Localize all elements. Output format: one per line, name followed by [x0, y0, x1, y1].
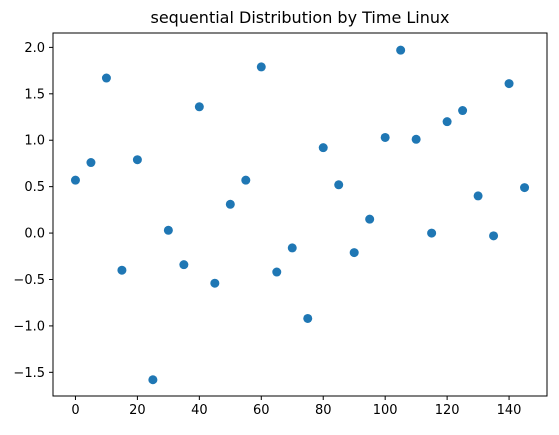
data-point: [117, 265, 127, 275]
x-tick-label: 100: [373, 403, 398, 418]
data-point: [427, 228, 437, 238]
data-point: [101, 73, 111, 83]
y-tick-label: −1.0: [13, 319, 45, 334]
data-point: [256, 62, 266, 72]
x-tick-label: 140: [497, 403, 522, 418]
plot-area-frame: [52, 32, 548, 397]
data-point: [194, 102, 204, 112]
data-point: [334, 180, 344, 190]
y-tick-label: 0.0: [24, 227, 45, 242]
y-tick-label: −1.5: [13, 366, 45, 381]
data-points: [70, 45, 530, 385]
data-point: [411, 134, 421, 144]
x-tick-label: 60: [253, 403, 270, 418]
data-point: [504, 79, 514, 89]
y-tick-label: 2.0: [24, 41, 45, 56]
data-point: [132, 155, 142, 165]
x-tick-label: 40: [191, 403, 208, 418]
data-point: [225, 199, 235, 209]
y-axis-ticks: −1.5 −1.0 −0.5 0.0 0.5 1.0 1.5 2.0: [13, 41, 53, 381]
data-point: [148, 375, 158, 385]
data-point: [163, 225, 173, 235]
y-tick-label: 1.0: [24, 134, 45, 149]
data-point: [520, 183, 530, 193]
chart-title: sequential Distribution by Time Linux: [150, 8, 449, 27]
data-point: [86, 158, 96, 168]
data-point: [241, 175, 251, 185]
data-point: [458, 106, 468, 116]
data-point: [396, 45, 406, 55]
y-tick-label: −0.5: [13, 273, 45, 288]
data-point: [380, 132, 390, 142]
x-tick-label: 120: [435, 403, 460, 418]
data-point: [349, 248, 359, 258]
data-point: [442, 117, 452, 127]
data-point: [303, 313, 313, 323]
data-point: [210, 278, 220, 288]
data-point: [70, 175, 80, 185]
y-tick-label: 1.5: [24, 87, 45, 102]
x-tick-label: 0: [71, 403, 79, 418]
x-tick-label: 80: [315, 403, 332, 418]
x-tick-label: 20: [129, 403, 146, 418]
y-tick-label: 0.5: [24, 180, 45, 195]
data-point: [179, 260, 189, 270]
x-axis-ticks: 0 20 40 60 80 100 120 140: [71, 396, 521, 418]
data-point: [318, 143, 328, 153]
data-point: [365, 214, 375, 224]
data-point: [287, 243, 297, 253]
data-point: [473, 191, 483, 201]
data-point: [489, 231, 499, 241]
data-point: [272, 267, 282, 277]
